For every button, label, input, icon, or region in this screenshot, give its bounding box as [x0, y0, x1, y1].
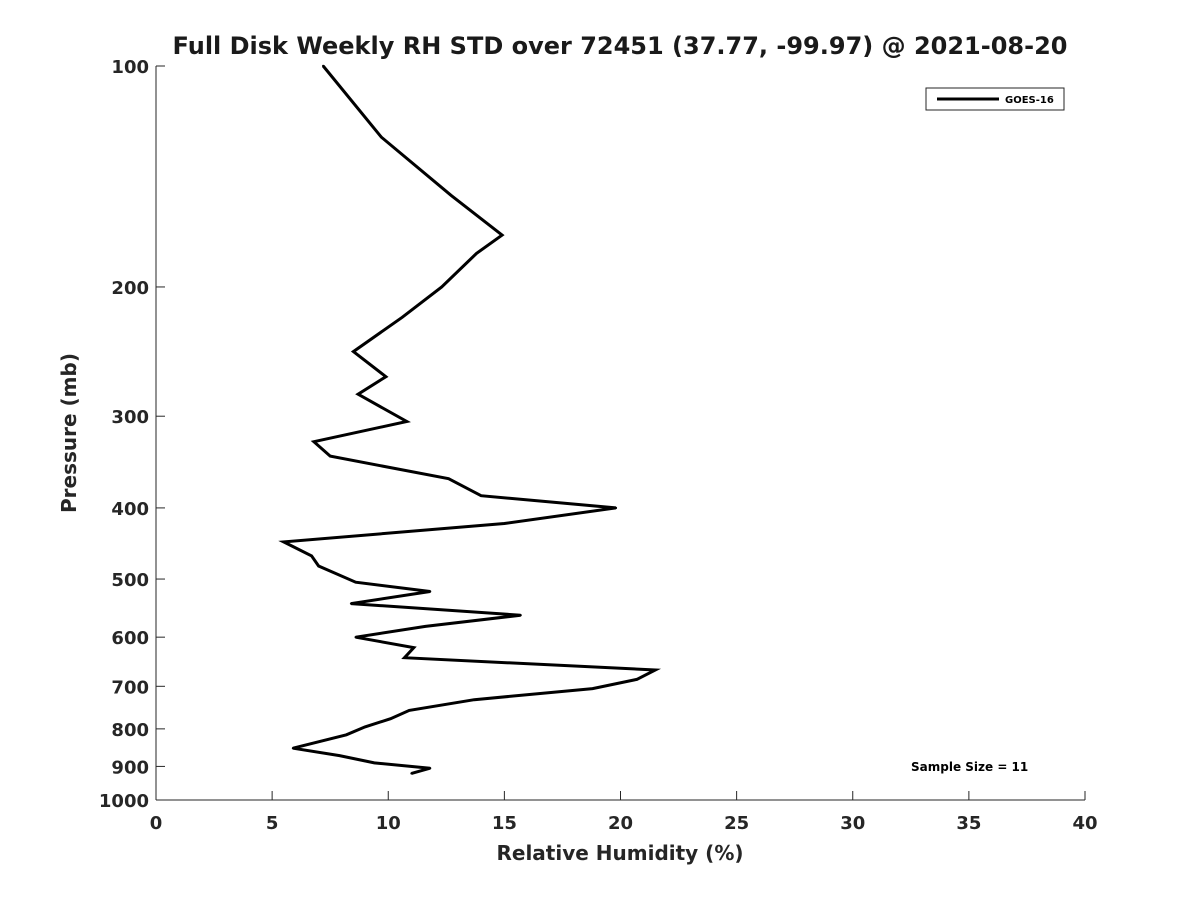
data-point — [317, 564, 320, 568]
data-point — [635, 678, 638, 681]
y-axis-ticks: 100 200 300 400 500 600 700 800 900 1000 — [99, 57, 165, 812]
data-point — [424, 625, 427, 628]
data-point — [403, 656, 406, 659]
data-point — [322, 64, 325, 68]
y-tick-label: 400 — [111, 499, 149, 520]
data-point — [500, 233, 504, 237]
data-point — [354, 581, 357, 584]
chart-title: Full Disk Weekly RH STD over 72451 (37.7… — [173, 32, 1068, 60]
data-point — [384, 375, 388, 378]
series-group — [278, 64, 662, 775]
x-tick-label: 10 — [376, 813, 401, 834]
data-point — [519, 614, 522, 617]
data-point — [345, 733, 348, 736]
data-point — [479, 494, 483, 497]
data-point — [380, 135, 383, 139]
data-point — [363, 725, 367, 729]
data-point — [410, 772, 413, 775]
y-tick-label: 1000 — [99, 791, 149, 812]
data-point — [338, 754, 341, 757]
y-tick-label: 700 — [111, 677, 149, 698]
data-point — [408, 709, 411, 712]
data-point — [428, 767, 432, 770]
y-tick-label: 600 — [111, 628, 149, 649]
data-point — [356, 393, 360, 396]
data-point — [282, 540, 285, 544]
x-tick-label: 30 — [840, 813, 865, 834]
y-tick-label: 200 — [111, 278, 149, 299]
y-tick-label: 100 — [111, 57, 149, 78]
data-point — [654, 668, 657, 672]
data-point — [405, 420, 408, 423]
x-axis-label: Relative Humidity (%) — [496, 841, 743, 865]
data-point — [428, 590, 432, 593]
data-point — [473, 698, 476, 701]
data-point — [503, 522, 506, 525]
data-point — [440, 285, 443, 289]
data-point — [310, 554, 313, 558]
data-point — [591, 687, 594, 690]
x-tick-label: 5 — [266, 813, 279, 834]
data-point — [412, 646, 415, 649]
x-tick-label: 15 — [492, 813, 517, 834]
y-tick-label: 800 — [111, 720, 149, 741]
x-tick-label: 35 — [956, 813, 981, 834]
y-axis-label: Pressure (mb) — [57, 353, 81, 513]
x-tick-label: 20 — [608, 813, 633, 834]
legend: GOES-16 — [925, 87, 1065, 111]
data-point — [329, 454, 332, 458]
data-point — [352, 350, 355, 353]
x-tick-label: 0 — [150, 813, 163, 834]
y-tick-label: 900 — [111, 757, 149, 778]
data-point — [373, 761, 376, 765]
x-tick-label: 40 — [1072, 813, 1097, 834]
data-point — [449, 194, 453, 197]
data-point — [312, 440, 316, 443]
data-point — [614, 506, 618, 510]
data-point — [291, 747, 295, 750]
data-point — [349, 602, 353, 605]
data-point — [389, 717, 392, 720]
y-tick-label: 500 — [111, 570, 149, 591]
legend-entry-goes-16: GOES-16 — [1005, 95, 1054, 106]
y-tick-label: 300 — [111, 407, 149, 428]
data-point — [475, 252, 478, 255]
x-tick-label: 25 — [724, 813, 749, 834]
data-point — [447, 477, 450, 480]
data-point — [354, 636, 357, 639]
sample-size-annotation: Sample Size = 11 — [911, 760, 1028, 774]
x-axis-ticks: 0 5 10 15 20 25 30 35 40 — [150, 791, 1098, 834]
data-point — [401, 316, 404, 319]
